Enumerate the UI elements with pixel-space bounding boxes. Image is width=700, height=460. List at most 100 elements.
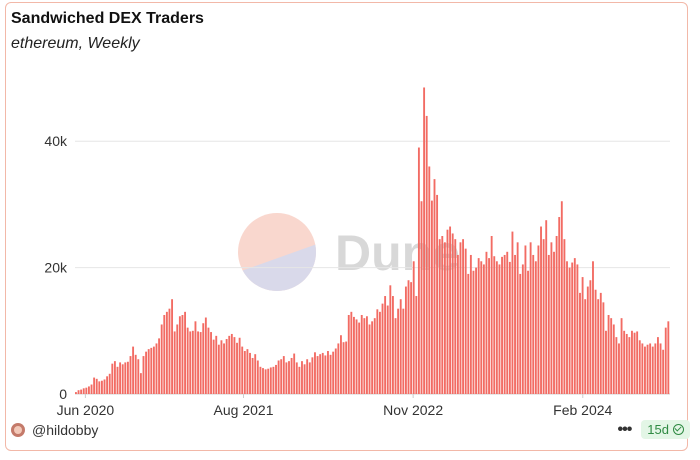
- bar[interactable]: [529, 242, 532, 394]
- bar[interactable]: [251, 357, 254, 394]
- bar[interactable]: [498, 264, 501, 394]
- bar[interactable]: [605, 330, 607, 394]
- bar[interactable]: [399, 299, 402, 394]
- bar[interactable]: [129, 356, 132, 394]
- bar[interactable]: [181, 315, 184, 394]
- bar[interactable]: [584, 299, 587, 394]
- author[interactable]: @hildobby: [11, 422, 98, 438]
- bar[interactable]: [173, 331, 176, 394]
- bar[interactable]: [628, 337, 631, 394]
- bar[interactable]: [454, 239, 457, 394]
- bar[interactable]: [436, 194, 439, 394]
- bar[interactable]: [631, 330, 633, 394]
- bar[interactable]: [145, 351, 148, 394]
- bar[interactable]: [638, 340, 641, 394]
- bar[interactable]: [633, 332, 636, 394]
- bar[interactable]: [95, 378, 98, 394]
- bar[interactable]: [662, 349, 665, 394]
- bar[interactable]: [659, 343, 662, 394]
- bar[interactable]: [355, 319, 358, 394]
- bar[interactable]: [238, 337, 241, 394]
- bar[interactable]: [165, 311, 168, 394]
- bar[interactable]: [493, 256, 496, 394]
- bar[interactable]: [391, 296, 394, 394]
- bar[interactable]: [233, 337, 236, 394]
- bar[interactable]: [332, 351, 335, 394]
- bar[interactable]: [321, 352, 324, 394]
- bar[interactable]: [446, 229, 449, 394]
- bar[interactable]: [197, 331, 199, 394]
- bar[interactable]: [132, 346, 135, 394]
- bar[interactable]: [456, 254, 459, 394]
- bar[interactable]: [464, 248, 467, 394]
- bar[interactable]: [514, 254, 516, 394]
- bar[interactable]: [508, 261, 511, 394]
- bar[interactable]: [202, 323, 205, 394]
- bar[interactable]: [490, 236, 493, 394]
- bar[interactable]: [293, 353, 296, 394]
- bar[interactable]: [540, 226, 542, 394]
- bar[interactable]: [576, 264, 579, 394]
- bar[interactable]: [295, 362, 298, 394]
- more-dots-icon[interactable]: •••: [617, 420, 632, 438]
- bar[interactable]: [654, 343, 657, 394]
- bar[interactable]: [641, 343, 644, 394]
- bar[interactable]: [532, 254, 535, 394]
- bar[interactable]: [521, 264, 524, 394]
- bar[interactable]: [599, 292, 602, 394]
- bar[interactable]: [230, 333, 233, 394]
- bar[interactable]: [620, 318, 623, 394]
- bar[interactable]: [503, 254, 506, 394]
- bar[interactable]: [563, 239, 566, 394]
- bar[interactable]: [534, 261, 537, 394]
- bar[interactable]: [113, 361, 116, 394]
- bar[interactable]: [644, 346, 646, 394]
- bar[interactable]: [597, 299, 600, 394]
- bar[interactable]: [573, 258, 576, 394]
- bar[interactable]: [524, 245, 527, 394]
- bar[interactable]: [485, 251, 488, 394]
- bar[interactable]: [649, 343, 652, 394]
- bar[interactable]: [85, 387, 88, 394]
- bar[interactable]: [425, 115, 428, 395]
- bar[interactable]: [646, 344, 649, 394]
- bar[interactable]: [134, 354, 137, 394]
- bar[interactable]: [607, 315, 610, 394]
- bar[interactable]: [404, 286, 407, 394]
- bar[interactable]: [147, 349, 150, 394]
- bar[interactable]: [217, 344, 220, 394]
- bar[interactable]: [82, 388, 85, 394]
- bar[interactable]: [158, 338, 161, 394]
- bar[interactable]: [379, 311, 381, 394]
- bar[interactable]: [592, 261, 594, 394]
- bar[interactable]: [623, 330, 626, 394]
- bar[interactable]: [558, 217, 561, 394]
- bar[interactable]: [124, 362, 127, 394]
- bar[interactable]: [553, 251, 555, 394]
- bar[interactable]: [290, 357, 293, 394]
- bar[interactable]: [433, 179, 436, 394]
- bar[interactable]: [316, 356, 319, 394]
- bar[interactable]: [194, 321, 197, 394]
- bar[interactable]: [225, 339, 228, 394]
- bar[interactable]: [550, 242, 553, 394]
- bar[interactable]: [373, 318, 376, 394]
- bar[interactable]: [345, 341, 348, 394]
- bar[interactable]: [618, 343, 620, 394]
- bar[interactable]: [495, 261, 498, 394]
- bar[interactable]: [176, 324, 179, 394]
- bar[interactable]: [269, 367, 272, 394]
- bar[interactable]: [228, 335, 231, 394]
- bar[interactable]: [527, 270, 529, 394]
- bar[interactable]: [420, 201, 423, 394]
- bar[interactable]: [571, 262, 574, 394]
- bar[interactable]: [93, 377, 96, 394]
- bar[interactable]: [417, 147, 420, 394]
- bar[interactable]: [451, 233, 454, 394]
- bar[interactable]: [311, 357, 314, 394]
- bar[interactable]: [168, 308, 171, 394]
- bar[interactable]: [441, 236, 444, 394]
- bar[interactable]: [98, 381, 101, 394]
- bar[interactable]: [651, 346, 654, 394]
- bar[interactable]: [264, 369, 267, 394]
